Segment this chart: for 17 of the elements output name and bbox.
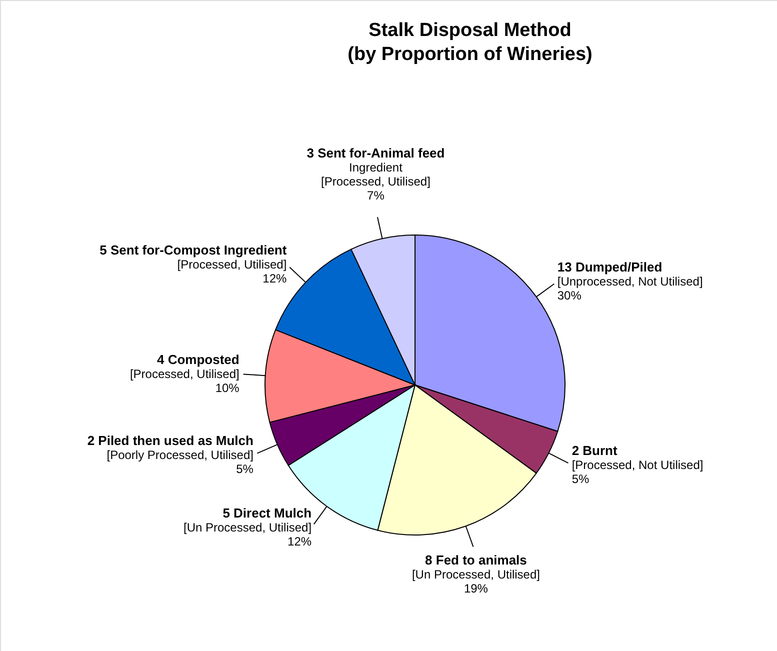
category-label: 5 Sent for-Compost Ingredient [Processed, Utilised] — [100, 242, 287, 272]
category-label: 13 Dumped/Piled [Unprocessed, Not Utilised] — [557, 260, 703, 289]
data-label: 10% — [215, 380, 240, 395]
category-label: 4 Composted [Processed, Utilised] — [130, 352, 240, 381]
data-label: 5% — [572, 472, 590, 486]
data-label: 7% — [367, 188, 385, 202]
category-label: 3 Sent for-Animal feed Ingredient [Processed, Utilised] — [306, 145, 445, 188]
data-label: 30% — [557, 288, 582, 303]
data-label: 5% — [236, 462, 254, 476]
category-label: 2 Burnt [Processed, Not Utilised] — [572, 442, 704, 472]
category-label: 5 Direct Mulch [Un Processed, Utilised] — [183, 505, 312, 534]
category-label: 8 Fed to animals [Un Processed, Utilised] — [412, 552, 540, 582]
data-label: 12% — [262, 272, 288, 286]
data-label: 19% — [464, 581, 488, 596]
chart-title: Stalk Disposal Method (by Proportion of Wineries) — [348, 20, 592, 65]
category-label: 2 Piled then used as Mulch [Poorly Processed, Utilised] — [87, 432, 254, 462]
data-label: 12% — [288, 534, 312, 548]
